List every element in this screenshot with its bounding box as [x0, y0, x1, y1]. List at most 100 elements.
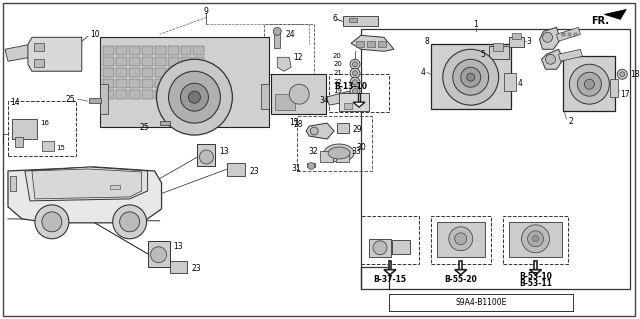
Bar	[180, 57, 191, 66]
Bar	[180, 68, 191, 77]
Text: 9: 9	[204, 7, 209, 16]
Text: 13: 13	[220, 146, 229, 156]
Circle shape	[350, 59, 360, 69]
Bar	[356, 41, 364, 47]
Circle shape	[452, 59, 489, 95]
Bar	[180, 46, 191, 55]
Bar	[141, 57, 152, 66]
Bar	[575, 33, 577, 36]
Polygon shape	[306, 123, 334, 139]
Bar	[193, 68, 204, 77]
Circle shape	[618, 69, 627, 79]
Text: 11: 11	[289, 118, 299, 127]
Text: 14: 14	[10, 98, 20, 107]
Text: 23: 23	[191, 264, 201, 273]
Text: 34: 34	[319, 96, 329, 105]
Polygon shape	[326, 91, 351, 105]
Bar	[460, 261, 462, 270]
Polygon shape	[559, 49, 582, 61]
Bar	[116, 79, 127, 88]
Text: 28: 28	[294, 120, 303, 129]
Bar	[141, 79, 152, 88]
Text: 30: 30	[356, 143, 366, 152]
Polygon shape	[32, 169, 141, 199]
Bar	[378, 41, 386, 47]
Bar	[168, 68, 179, 77]
Circle shape	[350, 68, 360, 78]
Circle shape	[449, 227, 473, 251]
Bar	[437, 222, 484, 257]
Text: 4: 4	[421, 68, 426, 77]
Text: 24: 24	[285, 30, 295, 39]
Polygon shape	[557, 27, 580, 41]
Bar	[343, 16, 378, 26]
Bar	[155, 79, 166, 88]
Bar	[168, 90, 179, 99]
Polygon shape	[5, 41, 48, 61]
Text: B-13-10: B-13-10	[334, 82, 367, 91]
Text: FR.: FR.	[591, 16, 609, 26]
Bar	[264, 24, 314, 74]
Bar	[102, 68, 114, 77]
Text: 15: 15	[56, 145, 65, 151]
Polygon shape	[541, 49, 563, 69]
Circle shape	[522, 225, 550, 253]
Bar	[261, 84, 269, 109]
Text: 31: 31	[292, 165, 301, 174]
Text: 19: 19	[333, 88, 342, 94]
Circle shape	[353, 62, 358, 67]
Bar	[102, 79, 114, 88]
Bar	[170, 261, 188, 273]
Bar	[155, 57, 166, 66]
Circle shape	[461, 67, 481, 87]
Circle shape	[467, 73, 475, 81]
Circle shape	[168, 71, 220, 123]
Bar	[344, 103, 352, 109]
Circle shape	[577, 72, 602, 96]
Bar	[339, 93, 369, 111]
Circle shape	[543, 32, 552, 42]
Circle shape	[35, 205, 69, 239]
Bar	[193, 90, 204, 99]
Bar	[15, 137, 23, 147]
Bar	[89, 98, 100, 103]
Bar	[180, 79, 191, 88]
Bar	[8, 101, 76, 156]
Bar	[42, 141, 54, 151]
Text: 4: 4	[518, 79, 522, 88]
Bar	[367, 41, 375, 47]
Text: B-53-10: B-53-10	[519, 272, 552, 281]
Bar	[361, 29, 630, 289]
Bar	[502, 216, 568, 264]
Bar	[102, 57, 114, 66]
Bar	[100, 84, 108, 114]
Bar	[129, 79, 140, 88]
Bar	[336, 151, 349, 162]
Bar	[168, 79, 179, 88]
Text: S9A4-B1100E: S9A4-B1100E	[455, 298, 506, 307]
Bar	[509, 222, 563, 257]
Polygon shape	[277, 57, 291, 71]
Polygon shape	[384, 270, 396, 275]
Bar	[388, 261, 391, 270]
Bar	[369, 239, 391, 257]
Text: 2: 2	[568, 117, 573, 126]
Text: 16: 16	[40, 120, 49, 126]
Bar	[611, 79, 618, 97]
Bar	[10, 176, 16, 191]
Circle shape	[373, 241, 387, 255]
Bar	[489, 46, 509, 59]
Bar	[275, 30, 280, 48]
Bar	[102, 90, 114, 99]
Circle shape	[353, 89, 358, 94]
Polygon shape	[353, 102, 365, 107]
Bar	[297, 116, 372, 171]
Bar	[389, 293, 573, 311]
Bar	[198, 144, 216, 166]
Text: 20: 20	[333, 61, 342, 67]
Text: 1: 1	[474, 20, 478, 29]
Circle shape	[584, 79, 595, 89]
Text: 23: 23	[250, 167, 259, 176]
Bar	[349, 19, 357, 22]
Bar	[155, 68, 166, 77]
